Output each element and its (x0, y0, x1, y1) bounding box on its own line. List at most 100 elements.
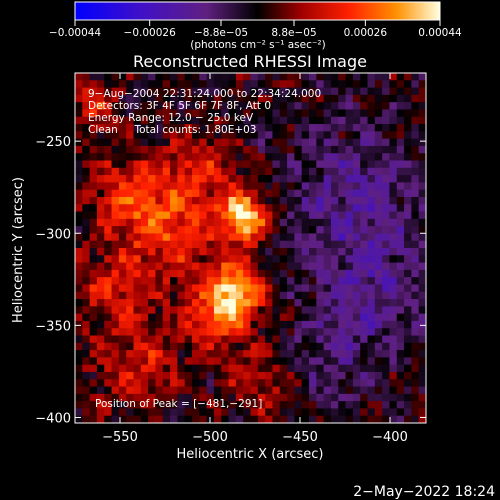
heatmap-cell (162, 262, 171, 271)
heatmap-cell (162, 415, 171, 423)
heatmap-cell (330, 80, 339, 88)
heatmap-cell (111, 248, 120, 256)
heatmap-cell (404, 364, 412, 373)
heatmap-cell (411, 284, 420, 293)
heatmap-cell (316, 379, 325, 387)
heatmap-cell (250, 109, 259, 118)
heatmap-cell (345, 320, 354, 329)
heatmap-cell (389, 182, 398, 191)
heatmap-cell (411, 138, 420, 147)
heatmap-cell (199, 189, 208, 198)
heatmap-cell (309, 94, 317, 103)
heatmap-cell (345, 401, 354, 409)
heatmap-cell (89, 109, 98, 118)
heatmap-cell (82, 364, 91, 373)
heatmap-cell (330, 131, 339, 140)
heatmap-cell (140, 357, 149, 366)
heatmap-cell (404, 299, 412, 307)
heatmap-cell (126, 255, 134, 263)
heatmap-cell (345, 240, 354, 249)
heatmap-cell (162, 102, 171, 110)
heatmap-cell (265, 124, 273, 132)
heatmap-cell (418, 299, 426, 307)
heatmap-cell (118, 80, 127, 88)
heatmap-cell (316, 357, 325, 366)
heatmap-cell (243, 408, 251, 417)
heatmap-cell (89, 277, 98, 285)
heatmap-cell (177, 255, 186, 263)
heatmap-cell (272, 291, 281, 300)
heatmap-cell (389, 386, 398, 395)
heatmap-cell (374, 204, 383, 212)
heatmap-cell (96, 124, 105, 132)
heatmap-cell (82, 240, 91, 249)
heatmap-cell (126, 320, 134, 329)
heatmap-cell (323, 357, 332, 366)
heatmap-cell (221, 350, 229, 358)
heatmap-cell (301, 233, 310, 242)
heatmap-cell (133, 189, 142, 198)
heatmap-cell (294, 211, 303, 220)
heatmap-cell (352, 262, 361, 271)
heatmap-cell (96, 138, 105, 147)
heatmap-cell (96, 415, 105, 423)
heatmap-cell (162, 248, 171, 256)
heatmap-cell (89, 182, 98, 191)
heatmap-cell (272, 145, 281, 154)
heatmap-cell (228, 401, 237, 409)
heatmap-cell (155, 80, 164, 88)
heatmap-cell (126, 204, 134, 212)
heatmap-cell (294, 401, 303, 409)
heatmap-cell (418, 124, 426, 132)
heatmap-cell (148, 306, 156, 315)
heatmap-cell (272, 160, 281, 169)
heatmap-cell (89, 138, 98, 147)
heatmap-cell (126, 408, 134, 417)
heatmap-cell (316, 408, 325, 417)
heatmap-cell (301, 255, 310, 263)
heatmap-cell (228, 196, 237, 205)
heatmap-cell (257, 248, 266, 256)
heatmap-cell (257, 342, 266, 351)
heatmap-cell (213, 189, 222, 198)
heatmap-cell (404, 160, 412, 169)
heatmap-cell (213, 313, 222, 322)
heatmap-cell (272, 196, 281, 205)
heatmap-cell (221, 211, 229, 220)
heatmap-cell (367, 364, 376, 373)
heatmap-cell (374, 73, 383, 81)
heatmap-cell (111, 415, 120, 423)
heatmap-cell (265, 335, 273, 344)
heatmap-cell (360, 175, 368, 183)
heatmap-cell (192, 145, 200, 154)
heatmap-cell (272, 379, 281, 387)
heatmap-cell (111, 313, 120, 322)
heatmap-cell (382, 401, 390, 409)
heatmap-cell (257, 102, 266, 110)
heatmap-cell (279, 218, 288, 227)
heatmap-cell (345, 102, 354, 110)
heatmap-cell (287, 94, 295, 103)
heatmap-cell (323, 277, 332, 285)
heatmap-cell (155, 328, 164, 336)
heatmap-cell (162, 211, 171, 220)
heatmap-cell (206, 116, 215, 125)
heatmap-cell (279, 401, 288, 409)
heatmap-cell (89, 204, 98, 212)
heatmap-cell (96, 291, 105, 300)
heatmap-cell (111, 160, 120, 169)
heatmap-cell (199, 109, 208, 118)
heatmap-cell (287, 138, 295, 147)
heatmap-cell (162, 204, 171, 212)
heatmap-cell (155, 116, 164, 125)
heatmap-cell (360, 379, 368, 387)
heatmap-cell (389, 189, 398, 198)
heatmap-cell (411, 233, 420, 242)
heatmap-cell (294, 277, 303, 285)
heatmap-cell (82, 269, 91, 278)
heatmap-cell (360, 94, 368, 103)
heatmap-cell (411, 124, 420, 132)
heatmap-cell (287, 73, 295, 81)
heatmap-cell (75, 306, 83, 315)
heatmap-cell (177, 109, 186, 118)
